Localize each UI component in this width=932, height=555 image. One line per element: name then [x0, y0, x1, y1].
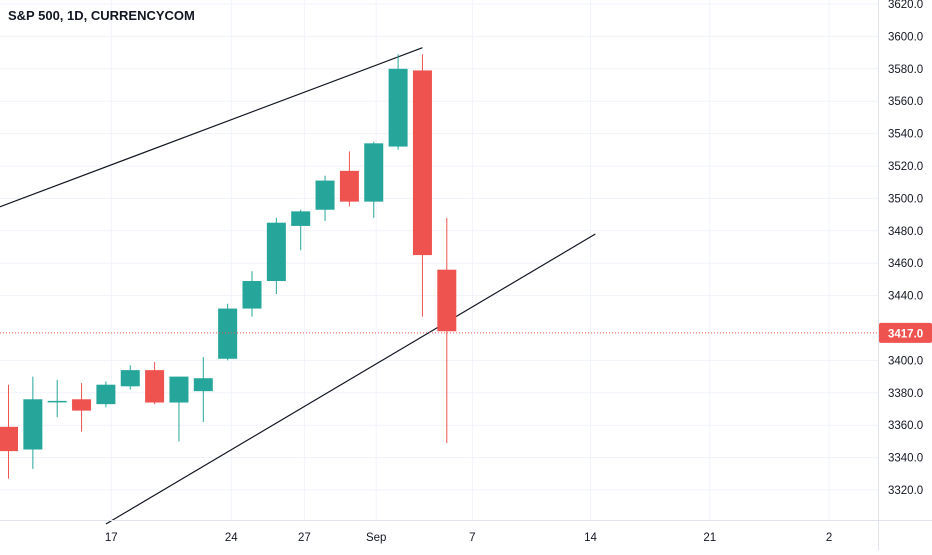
y-tick-label: 3360.0	[888, 420, 923, 432]
y-tick-label: 3540.0	[888, 129, 923, 141]
chart-title: S&P 500, 1D, CURRENCYCOM	[8, 8, 195, 23]
candle-body	[315, 180, 335, 210]
candle-body	[193, 378, 213, 392]
candle-body	[339, 170, 359, 202]
y-tick-label: 3340.0	[888, 453, 923, 465]
candle-down	[437, 217, 457, 444]
candle-body	[47, 400, 67, 403]
y-tick-label: 3320.0	[888, 485, 923, 497]
candle-body	[437, 269, 457, 332]
y-tick-label: 3440.0	[888, 291, 923, 303]
candle-down	[0, 384, 18, 479]
x-tick-label: 7	[469, 532, 475, 544]
candle-down	[339, 151, 359, 207]
candle-body	[0, 426, 18, 452]
candles	[0, 54, 457, 479]
candle-up	[193, 357, 213, 422]
candle-up	[23, 376, 43, 469]
x-tick-label: 27	[298, 532, 311, 544]
candle-body	[96, 384, 116, 405]
x-tick-label: 21	[703, 532, 716, 544]
y-tick-label: 3500.0	[888, 193, 923, 205]
candle-up	[96, 381, 116, 408]
candle-up	[364, 141, 384, 218]
candle-down	[145, 362, 165, 405]
candle-down	[412, 54, 432, 317]
grid	[0, 0, 878, 520]
trendline	[105, 233, 596, 525]
candle-body	[23, 399, 43, 450]
trendlines	[0, 47, 596, 525]
candle-body	[388, 68, 408, 147]
candle-body	[291, 211, 311, 226]
candle-up	[388, 54, 408, 150]
y-tick-label: 3480.0	[888, 226, 923, 238]
candle-body	[72, 399, 92, 411]
last-price-badge	[879, 322, 932, 343]
candle-body	[169, 376, 189, 403]
x-tick-label: Sep	[366, 532, 386, 544]
x-tick-label: 2	[826, 532, 832, 544]
candle-up	[169, 376, 189, 442]
candle-body	[120, 370, 140, 387]
candle-up	[266, 217, 286, 294]
y-tick-label: 3620.0	[888, 0, 923, 11]
y-tick-label: 3560.0	[888, 96, 923, 108]
x-tick-label: 24	[225, 532, 238, 544]
x-tick-label: 17	[105, 532, 118, 544]
candle-body	[218, 308, 238, 359]
y-tick-label: 3520.0	[888, 161, 923, 173]
candle-up	[120, 365, 140, 390]
y-tick-label: 3600.0	[888, 31, 923, 43]
candle-up	[291, 209, 311, 251]
y-tick-label: 3580.0	[888, 64, 923, 76]
y-tick-label: 3460.0	[888, 258, 923, 270]
candle-up	[242, 271, 262, 317]
candle-up	[47, 379, 67, 418]
last-price-label: 3417.0	[888, 328, 923, 340]
x-tick-label: 14	[584, 532, 597, 544]
candle-body	[412, 70, 432, 256]
y-tick-label: 3380.0	[888, 388, 923, 400]
trendline	[0, 47, 423, 208]
candle-up	[315, 175, 335, 222]
candle-down	[72, 383, 92, 432]
candle-body	[364, 143, 384, 202]
candle-body	[266, 222, 286, 282]
candle-body	[145, 370, 165, 403]
y-tick-label: 3400.0	[888, 355, 923, 367]
candle-up	[218, 303, 238, 361]
candle-body	[242, 281, 262, 309]
